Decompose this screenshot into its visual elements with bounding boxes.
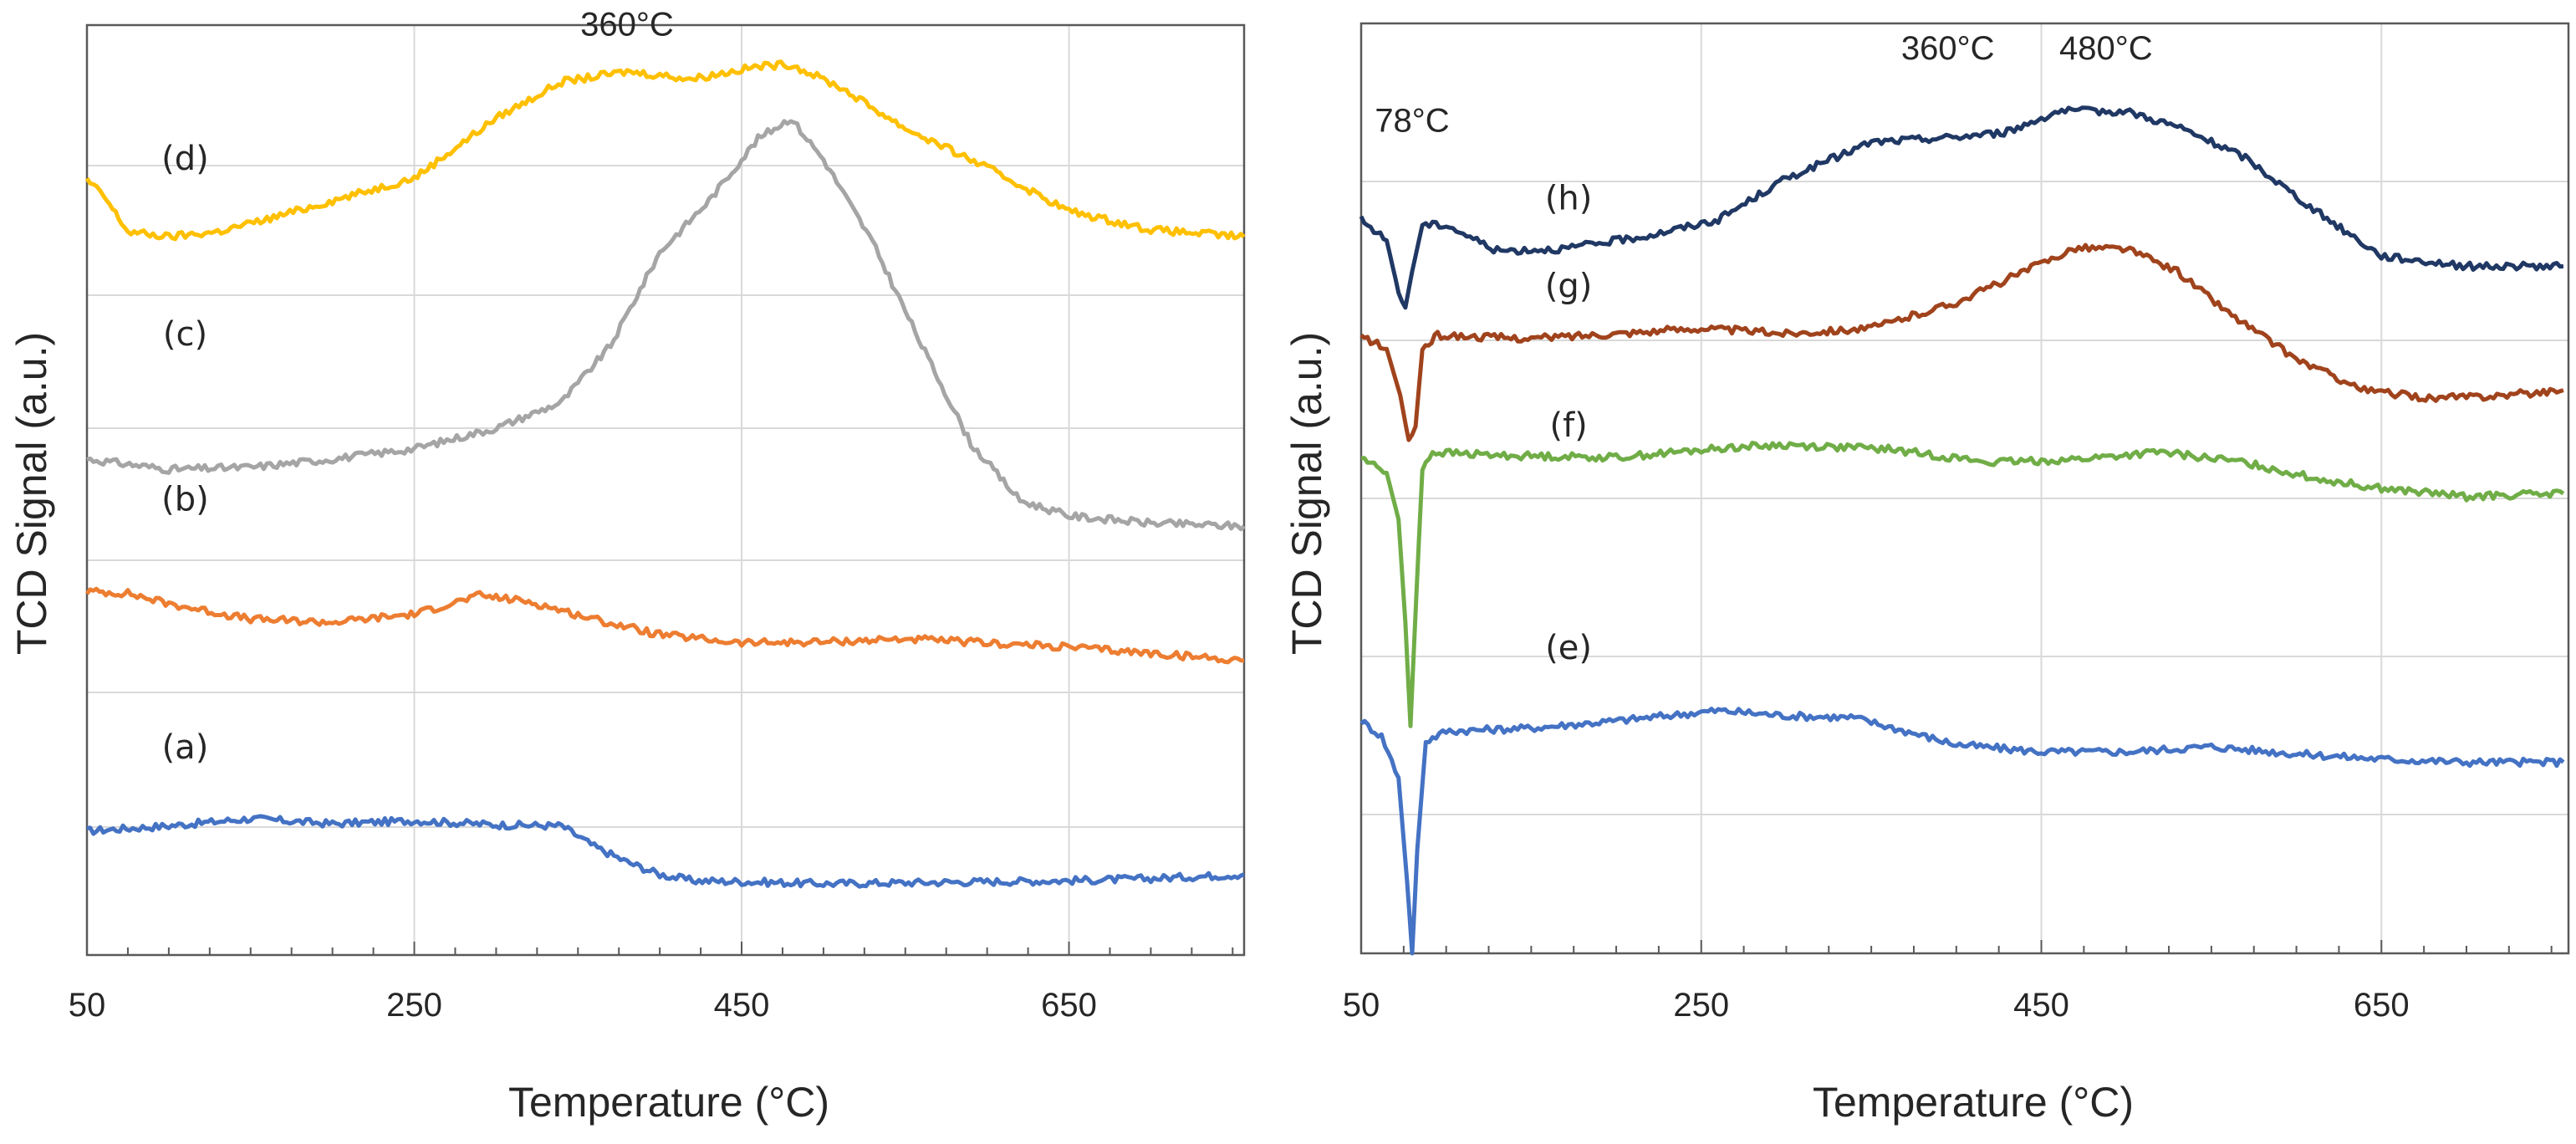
x-axis-title: Temperature (°C)	[1813, 1079, 2134, 1126]
plot-frame	[1359, 22, 2570, 955]
left-chart-panel: 50 250 450 650 Temperature (°C) TCD Signal (a…	[8, 0, 1246, 1126]
peak-annotation: 360°C	[1901, 30, 1995, 67]
series-line-f	[1360, 441, 2565, 728]
x-tick-label: 250	[386, 987, 442, 1024]
curve-label-f: (f)	[1549, 406, 1587, 445]
curve-label-g: (g)	[1545, 267, 1593, 305]
curve-label-c: (c)	[163, 315, 207, 354]
series-line-e	[1359, 707, 2565, 956]
x-axis-title: Temperature (°C)	[508, 1079, 829, 1126]
peak-annotation: 480°C	[2059, 30, 2153, 67]
y-axis-title: TCD Signal (a.u.)	[1283, 332, 1330, 655]
peak-annotation: 78°C	[1375, 103, 1449, 140]
x-tick-label: 650	[2354, 987, 2410, 1024]
series-line-h	[1359, 105, 2564, 310]
series-line-c	[86, 119, 1246, 532]
series-line-b	[84, 586, 1245, 665]
x-tick-label: 50	[1343, 987, 1380, 1024]
curve-label-e: (e)	[1545, 629, 1592, 667]
y-axis-title: TCD Signal (a.u.)	[8, 332, 55, 655]
peak-annotation: 360°C	[580, 6, 674, 43]
plot-frame	[85, 23, 1246, 957]
right-chart-panel: 50 250 450 650 Temperature (°C) TCD Signal (a…	[1283, 22, 2570, 1126]
peak-annotation: 480°C	[746, 0, 839, 2]
curve-label-h: (h)	[1545, 179, 1593, 217]
x-tick-label: 450	[714, 987, 770, 1024]
x-tick-label: 50	[69, 987, 106, 1024]
curve-label-a: (a)	[162, 728, 209, 767]
series-line-a	[86, 814, 1245, 889]
series-line-d	[84, 59, 1246, 242]
x-tick-label: 250	[1673, 987, 1729, 1024]
series-line-g	[1359, 243, 2564, 442]
curve-label-b: (b)	[161, 481, 209, 519]
x-tick-label: 650	[1041, 987, 1097, 1024]
x-tick-label: 450	[2013, 987, 2069, 1024]
curve-label-d: (d)	[161, 140, 209, 178]
